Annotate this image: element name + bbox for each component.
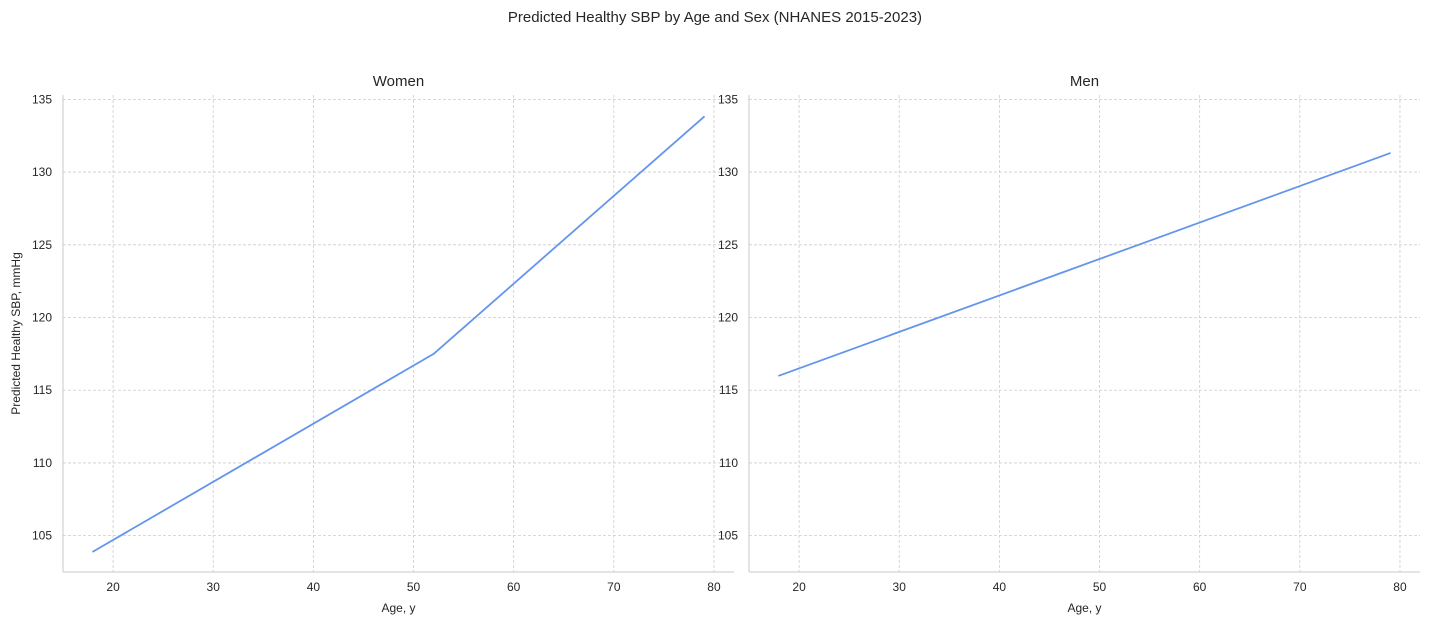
data-point — [1389, 152, 1391, 155]
data-point — [432, 352, 435, 355]
y-tick-label: 125 — [718, 238, 738, 252]
y-axis-label: Predicted Healthy SBP, mmHg — [9, 252, 23, 415]
y-tick-label: 135 — [32, 92, 52, 106]
panel-women: 20 30 40 50 60 70 80 105 110 115 120 125 130 135 Women… — [9, 73, 734, 615]
series-line — [92, 116, 705, 553]
x-tick-label: 40 — [993, 580, 1007, 594]
x-tick-label: 50 — [1093, 580, 1107, 594]
x-tick-label: 20 — [106, 580, 120, 594]
x-tick-label: 80 — [707, 580, 721, 594]
x-tick-label: 40 — [307, 580, 321, 594]
y-tick-label: 110 — [719, 456, 738, 470]
y-tick-label: 105 — [718, 529, 738, 543]
y-tick-label: 115 — [719, 383, 738, 397]
x-tick-label: 70 — [607, 580, 621, 594]
x-axis-label: Age, y — [381, 601, 415, 615]
panel-men: 20 30 40 50 60 70 80 105 110 115 120 125 130 135 Men Ag… — [718, 73, 1420, 615]
x-tick-label: 60 — [1193, 580, 1207, 594]
data-point — [703, 115, 705, 118]
x-axis-label: Age, y — [1067, 601, 1101, 615]
series-line — [778, 152, 1391, 377]
x-tick-label: 50 — [407, 580, 421, 594]
data-point — [778, 374, 780, 377]
x-tick-label: 30 — [893, 580, 907, 594]
x-tick-label: 70 — [1293, 580, 1307, 594]
x-tick-label: 60 — [507, 580, 521, 594]
x-tick-label: 80 — [1393, 580, 1407, 594]
panel-title: Women — [373, 73, 424, 90]
y-tick-label: 115 — [33, 383, 52, 397]
y-tick-label: 135 — [718, 92, 738, 106]
chart-panels: 20 30 40 50 60 70 80 105 110 115 120 125 130 135 Women… — [9, 73, 1420, 615]
y-tick-label: 130 — [718, 165, 738, 179]
panel-title: Men — [1070, 73, 1099, 90]
y-tick-label: 120 — [718, 311, 738, 325]
figure-title: Predicted Healthy SBP by Age and Sex (NH… — [508, 9, 922, 26]
y-tick-label: 130 — [32, 165, 52, 179]
data-point — [92, 550, 94, 553]
x-tick-label: 30 — [207, 580, 221, 594]
y-tick-label: 120 — [32, 311, 52, 325]
x-tick-label: 20 — [792, 580, 806, 594]
y-tick-label: 110 — [33, 456, 52, 470]
y-tick-label: 105 — [32, 529, 52, 543]
y-tick-label: 125 — [32, 238, 52, 252]
